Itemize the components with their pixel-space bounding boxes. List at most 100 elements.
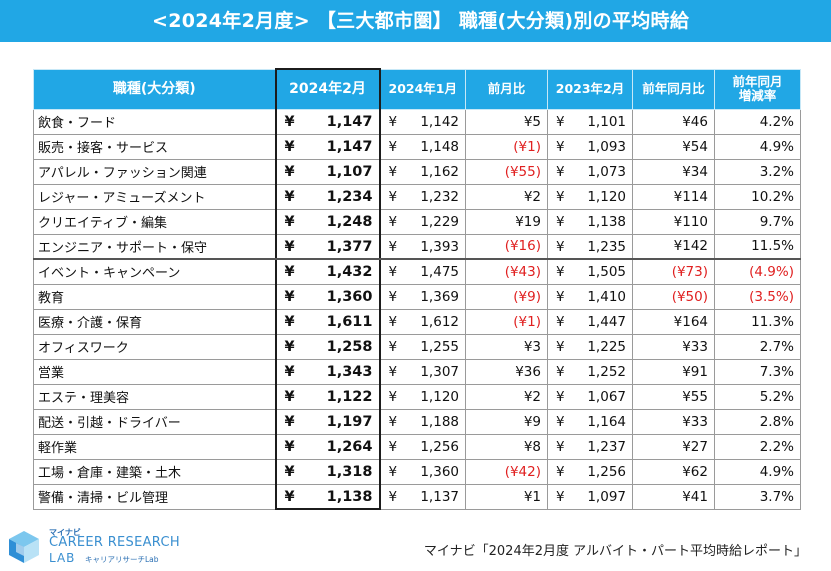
yen-symbol: ¥ [388, 113, 398, 130]
cell-current-wage: ¥1,197 [274, 408, 381, 435]
cell-job-category: エステ・理美容 [33, 383, 276, 410]
yen-symbol: ¥ [388, 488, 398, 505]
table-row: 工場・倉庫・建築・土木 ¥1,318 ¥1,360 (¥42) ¥1,256 ¥62 4.9… [33, 458, 801, 485]
yen-symbol: ¥ [556, 138, 565, 155]
cell-month-over-month: (¥1) [465, 308, 548, 335]
cell-year-over-year: ¥110 [632, 208, 715, 235]
cell-yoy-rate: 2.2% [714, 433, 801, 460]
cell-year-over-year: ¥55 [632, 383, 715, 410]
cell-yoy-rate: 4.9% [714, 458, 801, 485]
table-row: エステ・理美容 ¥1,122 ¥1,120 ¥2 ¥1,067 ¥55 5.2% [33, 383, 801, 410]
cell-job-category: エンジニア・サポート・保守 [33, 233, 276, 260]
cell-yoy-rate: 10.2% [714, 183, 801, 210]
cell-last-year-wage: ¥1,093 [547, 133, 633, 160]
previous-wage-value: 1,137 [420, 488, 459, 505]
yen-symbol: ¥ [556, 413, 565, 430]
cell-month-over-month: ¥5 [465, 108, 548, 135]
cell-month-over-month: (¥43) [465, 258, 548, 285]
cell-current-wage: ¥1,432 [274, 258, 381, 285]
last-year-wage-value: 1,073 [587, 163, 626, 180]
cell-month-over-month: (¥1) [465, 133, 548, 160]
cell-last-year-wage: ¥1,252 [547, 358, 633, 385]
cell-current-wage: ¥1,377 [274, 233, 381, 260]
current-wage-value: 1,360 [326, 288, 373, 305]
cell-previous-wage: ¥1,120 [379, 383, 466, 410]
cell-yoy-rate: 11.3% [714, 308, 801, 335]
logo-mynavi-text: マイナビ [49, 528, 81, 537]
current-wage-value: 1,147 [326, 138, 373, 155]
current-wage-value: 1,248 [326, 213, 373, 230]
cell-last-year-wage: ¥1,067 [547, 383, 633, 410]
yen-symbol: ¥ [388, 213, 398, 230]
cell-current-wage: ¥1,147 [274, 108, 381, 135]
last-year-wage-value: 1,410 [587, 288, 626, 305]
cell-yoy-rate: (4.9%) [714, 258, 801, 285]
cell-yoy-rate: 4.9% [714, 133, 801, 160]
yen-symbol: ¥ [556, 363, 565, 380]
yen-symbol: ¥ [388, 264, 398, 280]
header-yoy-rate: 前年同月 増減率 [714, 68, 801, 110]
yen-symbol: ¥ [388, 188, 398, 205]
cell-job-category: 営業 [33, 358, 276, 385]
cell-year-over-year: ¥62 [632, 458, 715, 485]
header-last-year: 2023年2月 [547, 68, 633, 110]
last-year-wage-value: 1,225 [587, 338, 626, 355]
cube-logo-icon [9, 531, 39, 563]
logo-main-text: CAREER RESEARCH [49, 535, 180, 550]
cell-current-wage: ¥1,343 [274, 358, 381, 385]
cell-month-over-month: ¥1 [465, 483, 548, 510]
table-row: クリエイティブ・編集 ¥1,248 ¥1,229 ¥19 ¥1,138 ¥110 9.7% [33, 208, 801, 235]
cell-previous-wage: ¥1,142 [379, 108, 466, 135]
cell-previous-wage: ¥1,229 [379, 208, 466, 235]
cell-current-wage: ¥1,122 [274, 383, 381, 410]
cell-last-year-wage: ¥1,237 [547, 433, 633, 460]
current-wage-value: 1,432 [326, 264, 373, 280]
cell-job-category: 配送・引越・ドライバー [33, 408, 276, 435]
cell-yoy-rate: 2.8% [714, 408, 801, 435]
last-year-wage-value: 1,067 [587, 388, 626, 405]
yen-symbol: ¥ [284, 138, 295, 155]
header-yoy-rate-line1: 前年同月 [732, 74, 783, 89]
cell-year-over-year: ¥164 [632, 308, 715, 335]
previous-wage-value: 1,256 [420, 438, 459, 455]
cell-current-wage: ¥1,248 [274, 208, 381, 235]
previous-wage-value: 1,148 [420, 138, 459, 155]
cell-year-over-year: ¥54 [632, 133, 715, 160]
previous-wage-value: 1,120 [420, 388, 459, 405]
current-wage-value: 1,318 [326, 463, 373, 480]
cell-last-year-wage: ¥1,120 [547, 183, 633, 210]
cell-yoy-rate: 3.7% [714, 483, 801, 510]
cell-previous-wage: ¥1,612 [379, 308, 466, 335]
header-previous-month: 2024年1月 [379, 68, 466, 110]
cell-year-over-year: ¥27 [632, 433, 715, 460]
yen-symbol: ¥ [388, 338, 398, 355]
yen-symbol: ¥ [388, 438, 398, 455]
table-row: イベント・キャンペーン ¥1,432 ¥1,475 (¥43) ¥1,505 (¥73)(… [33, 258, 801, 285]
last-year-wage-value: 1,447 [587, 313, 626, 330]
current-wage-value: 1,377 [326, 238, 373, 255]
cell-previous-wage: ¥1,162 [379, 158, 466, 185]
yen-symbol: ¥ [284, 238, 295, 255]
cell-current-wage: ¥1,107 [274, 158, 381, 185]
yen-symbol: ¥ [284, 113, 295, 130]
previous-wage-value: 1,369 [420, 288, 459, 305]
cell-last-year-wage: ¥1,410 [547, 283, 633, 310]
cell-current-wage: ¥1,138 [274, 483, 381, 510]
last-year-wage-value: 1,237 [587, 438, 626, 455]
cell-yoy-rate: 5.2% [714, 383, 801, 410]
cell-month-over-month: ¥2 [465, 383, 548, 410]
previous-wage-value: 1,162 [420, 163, 459, 180]
last-year-wage-value: 1,505 [587, 264, 626, 280]
header-current-month: 2024年2月 [274, 68, 381, 110]
cell-job-category: 飲食・フード [33, 108, 276, 135]
previous-wage-value: 1,142 [420, 113, 459, 130]
table-row: レジャー・アミューズメント ¥1,234 ¥1,232 ¥2 ¥1,120 ¥114 10.… [33, 183, 801, 210]
current-wage-value: 1,107 [326, 163, 373, 180]
cell-year-over-year: (¥73) [632, 258, 715, 285]
cell-job-category: 工場・倉庫・建築・土木 [33, 458, 276, 485]
yen-symbol: ¥ [556, 238, 565, 255]
header-job-category: 職種(大分類) [33, 68, 276, 110]
previous-wage-value: 1,255 [420, 338, 459, 355]
cell-job-category: 医療・介護・保育 [33, 308, 276, 335]
cell-last-year-wage: ¥1,256 [547, 458, 633, 485]
